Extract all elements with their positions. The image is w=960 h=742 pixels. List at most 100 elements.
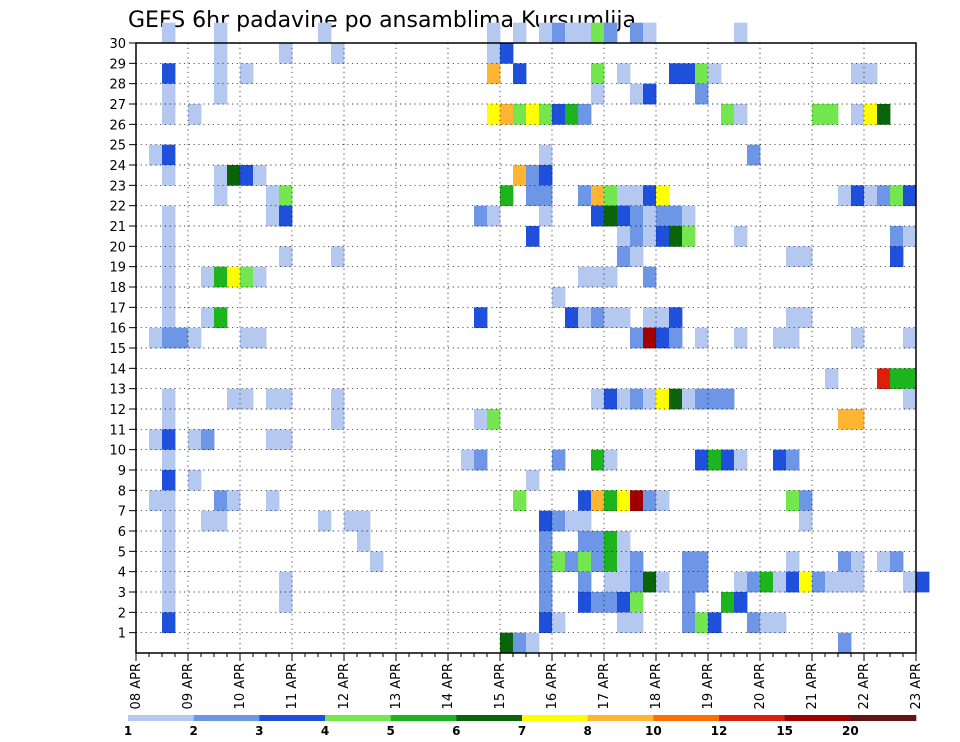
colorbar-swatch (719, 715, 785, 721)
heatmap-cell (526, 470, 540, 491)
x-tick-label: 09 APR (181, 663, 196, 709)
heatmap-cell (617, 551, 631, 573)
heatmap-cell (643, 266, 657, 288)
heatmap-cell (786, 246, 800, 268)
heatmap-cell (604, 185, 618, 207)
heatmap-cell (630, 612, 644, 634)
heatmap-cell (240, 327, 254, 349)
colorbar-label: 1 (124, 724, 132, 738)
heatmap-cell (331, 43, 345, 64)
heatmap-cell (188, 429, 202, 451)
heatmap-cell (591, 388, 605, 410)
heatmap-cell (721, 388, 735, 410)
heatmap-cell (695, 571, 709, 593)
y-tick-label: 17 (109, 301, 126, 316)
heatmap-cell (890, 185, 904, 207)
heatmap-cell (214, 165, 228, 186)
heatmap-cell (214, 63, 228, 85)
heatmap-cell (344, 510, 358, 532)
y-tick-label: 26 (109, 118, 126, 133)
heatmap-cell (695, 83, 709, 105)
colorbar-swatch (522, 715, 588, 721)
heatmap-cells (149, 22, 930, 654)
y-tick-label: 1 (118, 627, 126, 642)
heatmap-cell (708, 63, 722, 85)
heatmap-cell (591, 307, 605, 329)
heatmap-cell (903, 327, 917, 349)
heatmap-cell (201, 266, 215, 288)
heatmap-cell (578, 531, 592, 552)
heatmap-cell (890, 368, 904, 390)
x-tick-label: 17 APR (597, 663, 612, 709)
heatmap-cell (786, 551, 800, 573)
heatmap-cell (565, 307, 579, 329)
heatmap-cell (617, 592, 631, 613)
y-tick-label: 19 (109, 261, 126, 276)
heatmap-cell (357, 510, 371, 532)
heatmap-cell (682, 571, 696, 593)
colorbar-swatch (456, 715, 523, 721)
heatmap-cell (604, 388, 618, 410)
heatmap-cell (682, 592, 696, 613)
heatmap-cell (695, 449, 709, 471)
heatmap-cell (513, 104, 527, 125)
heatmap-cell (656, 388, 670, 410)
heatmap-cell (526, 226, 540, 247)
heatmap-cell (656, 307, 670, 329)
y-tick-label: 27 (109, 98, 126, 113)
heatmap-cell (474, 409, 488, 430)
heatmap-cell (825, 104, 839, 125)
heatmap-cell (578, 266, 592, 288)
heatmap-cell (604, 571, 618, 593)
heatmap-cell (279, 429, 293, 451)
heatmap-cell (266, 185, 280, 207)
heatmap-cell (201, 429, 215, 451)
heatmap-cell (331, 409, 345, 430)
heatmap-cell (370, 551, 384, 573)
heatmap-cell (825, 571, 839, 593)
heatmap-cell (630, 22, 644, 44)
y-tick-label: 15 (109, 342, 126, 357)
heatmap-cell (747, 144, 761, 166)
heatmap-cell (617, 571, 631, 593)
heatmap-cell (175, 327, 189, 349)
heatmap-cell (643, 226, 657, 247)
heatmap-cell (760, 612, 774, 634)
heatmap-cell (617, 226, 631, 247)
heatmap-cell (565, 104, 579, 125)
heatmap-cell (890, 246, 904, 268)
heatmap-cell (513, 165, 527, 186)
colorbar-label: 6 (452, 724, 460, 738)
heatmap-cell (461, 449, 475, 471)
heatmap-cell (903, 368, 917, 390)
heatmap-cell (539, 22, 553, 44)
heatmap-cell (812, 571, 826, 593)
heatmap-cell (903, 571, 917, 593)
heatmap-cell (487, 63, 501, 85)
heatmap-cell (201, 307, 215, 329)
colorbar-swatch (259, 715, 326, 721)
heatmap-cell (162, 470, 176, 491)
heatmap-cell (539, 592, 553, 613)
heatmap-cell (903, 185, 917, 207)
heatmap-cell (552, 612, 566, 634)
heatmap-cell (539, 185, 553, 207)
heatmap-cell (656, 185, 670, 207)
heatmap-cell (591, 531, 605, 552)
heatmap-cell (799, 510, 813, 532)
heatmap-cell (240, 266, 254, 288)
heatmap-cell (214, 22, 228, 44)
colorbar-label: 8 (583, 724, 591, 738)
heatmap-cell (695, 63, 709, 85)
y-tick-label: 9 (118, 464, 126, 479)
heatmap-cell (682, 226, 696, 247)
heatmap-cell (877, 104, 891, 125)
heatmap-cell (786, 490, 800, 512)
x-tick-label: 23 APR (909, 663, 924, 709)
heatmap-cell (669, 307, 683, 329)
heatmap-cell (279, 205, 293, 227)
heatmap-cell (617, 307, 631, 329)
heatmap-cell (591, 83, 605, 105)
x-tick-label: 15 APR (493, 663, 508, 709)
x-tick-label: 13 APR (389, 663, 404, 709)
